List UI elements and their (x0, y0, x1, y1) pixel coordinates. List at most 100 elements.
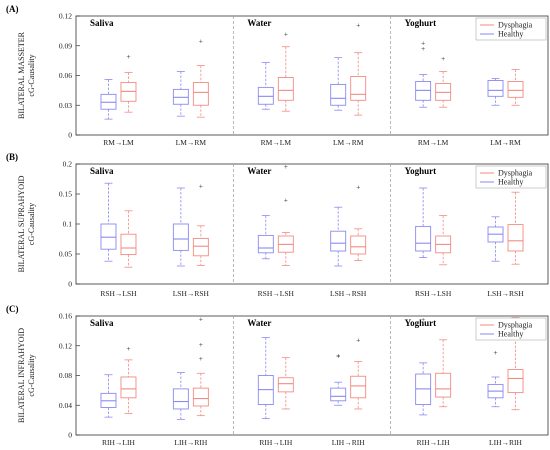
box-iqr (192, 387, 209, 407)
box-healthy-5 (415, 187, 432, 259)
box-iqr (330, 83, 347, 106)
y-tick-label: 0.1 (63, 220, 73, 229)
box-dysphagia-5: + (435, 54, 452, 108)
box-iqr (172, 223, 189, 251)
box-iqr (507, 224, 524, 252)
outlier-marker: + (199, 314, 203, 323)
box-dysphagia-2: + (192, 182, 209, 266)
y-axis-subtitle: cG-Causality (27, 354, 36, 396)
outlier-marker: + (421, 44, 425, 53)
category-label: RIH→LIH (417, 438, 450, 447)
box-healthy-6 (487, 216, 504, 262)
y-axis-subtitle: cG-Causality (27, 54, 36, 96)
y-tick-label: 0.04 (59, 401, 72, 410)
outlier-marker: + (356, 20, 360, 29)
category-label: LM→RM (490, 138, 521, 147)
panel-label: (B) (6, 152, 18, 162)
outlier-marker: + (421, 315, 425, 324)
box-iqr (350, 76, 367, 101)
panel-2: 0 0.05 0.1 0.15 0.2 (B) BILATERAL SUPRAHYOID cG… (6, 152, 549, 298)
outlier-marker: + (199, 182, 203, 191)
group-title: Water (247, 18, 271, 28)
outlier-marker: + (336, 352, 340, 361)
category-label: LSH→RSH (330, 289, 367, 298)
y-tick-label: 0.2 (63, 160, 73, 169)
box-iqr (507, 369, 524, 394)
box-dysphagia-3: + (277, 29, 294, 112)
box-dysphagia-3: ++ (277, 162, 294, 266)
group-title: Saliva (90, 18, 114, 28)
y-axis-title: BILATERAL SUPRAHYOID (17, 175, 26, 272)
box-iqr (330, 230, 347, 252)
box-iqr (330, 387, 347, 402)
legend-label-healthy: Healthy (498, 178, 523, 187)
category-label: RSH→LSH (100, 289, 137, 298)
category-label: RIH→LIH (259, 438, 292, 447)
box-iqr (172, 388, 189, 410)
box-dysphagia-2: + + + (192, 314, 209, 417)
outlier-marker: + (336, 351, 340, 360)
box-dysphagia-1: + (120, 52, 137, 113)
category-label: LSH→RSH (173, 289, 210, 298)
box-iqr (192, 81, 209, 106)
outlier-marker: + (493, 348, 497, 357)
box-dysphagia-4: + (350, 335, 367, 410)
box-iqr (277, 77, 294, 101)
y-tick-label: 0.09 (59, 41, 72, 50)
box-dysphagia-4: + (350, 20, 367, 116)
outlier-marker: + (421, 38, 425, 47)
group-title: Yoghurt (405, 166, 437, 176)
group-title: Water (247, 318, 271, 328)
category-label: LIH→RIH (174, 438, 207, 447)
box-iqr (277, 377, 294, 393)
y-axis-title: BILATERAL INFRAHYOID (17, 328, 26, 423)
box-dysphagia-5 (435, 339, 452, 408)
y-tick-label: 0 (68, 431, 72, 440)
outlier-marker: + (284, 29, 288, 38)
y-tick-label: 0.12 (59, 341, 72, 350)
box-iqr (257, 234, 274, 254)
y-tick-label: 0.06 (59, 71, 72, 80)
outlier-marker: + (126, 52, 130, 61)
outlier-marker: + (284, 196, 288, 205)
box-healthy-2 (172, 71, 189, 117)
box-healthy-1 (100, 374, 117, 418)
outlier-marker: + (199, 340, 203, 349)
box-dysphagia-6 (507, 69, 524, 106)
box-dysphagia-3 (277, 357, 294, 410)
category-label: LM→RM (333, 138, 364, 147)
group-title: Yoghurt (405, 18, 437, 28)
y-tick-label: 0.15 (59, 190, 72, 199)
outlier-marker: + (284, 162, 288, 171)
y-tick-label: 0.16 (59, 312, 72, 321)
box-healthy-6 (487, 78, 504, 106)
box-healthy-2 (172, 372, 189, 420)
panel-label: (C) (6, 304, 19, 314)
box-dysphagia-5 (435, 215, 452, 266)
box-iqr (415, 225, 432, 252)
y-tick-label: 0.03 (59, 101, 72, 110)
legend-label-dysphagia: Dysphagia (498, 169, 533, 178)
box-healthy-4 (330, 57, 347, 111)
legend-label-healthy: Healthy (498, 30, 523, 39)
box-iqr (120, 376, 137, 399)
category-label: LIH→RIH (332, 438, 365, 447)
y-axis-subtitle: cG-Causality (27, 203, 36, 245)
category-label: LSH→RSH (487, 289, 524, 298)
box-healthy-1 (100, 79, 117, 120)
box-healthy-2 (172, 187, 189, 267)
panel-3: 0 0.04 0.08 0.12 0.16 (C) BILATERAL INFRAHYOID… (6, 304, 549, 447)
box-dysphagia-1 (120, 210, 137, 268)
y-tick-label: 0 (68, 131, 72, 140)
box-dysphagia-1: + (120, 344, 137, 414)
y-tick-label: 0.05 (59, 250, 72, 259)
panel-1: 0 0.03 0.06 0.09 0.12 (A) BILATERAL MASSETER cG… (6, 4, 549, 147)
box-iqr (487, 80, 504, 97)
outlier-marker: + (199, 36, 203, 45)
box-iqr (507, 80, 524, 98)
legend-label-dysphagia: Dysphagia (498, 321, 533, 330)
y-tick-label: 0 (68, 280, 72, 289)
group-title: Saliva (90, 318, 114, 328)
group-title: Saliva (90, 166, 114, 176)
